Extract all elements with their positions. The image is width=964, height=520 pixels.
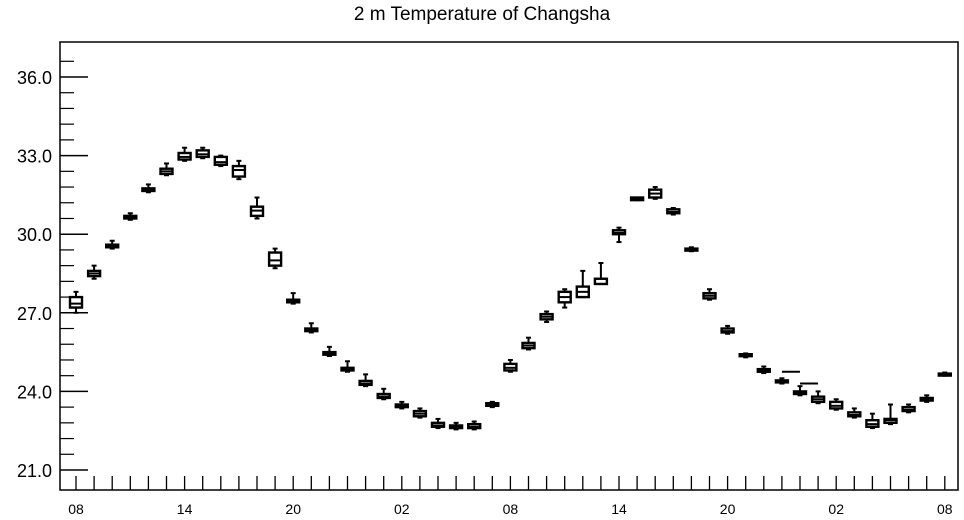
y-tick-label: 36.0	[17, 68, 52, 88]
plot-frame	[59, 41, 959, 491]
x-tick-label: 02	[394, 501, 410, 517]
x-tick-label: 08	[503, 501, 519, 517]
box	[68, 295, 84, 309]
y-tick-label: 33.0	[17, 147, 52, 167]
x-tick-label: 08	[937, 501, 953, 517]
x-tick-label: 14	[611, 501, 627, 517]
x-tick-label: 08	[68, 501, 84, 517]
x-tick-label: 14	[177, 501, 193, 517]
y-tick-label: 21.0	[17, 461, 52, 481]
chart-title: 2 m Temperature of Changsha	[353, 4, 611, 25]
box	[231, 164, 247, 178]
box	[267, 251, 283, 267]
box	[213, 155, 229, 166]
y-tick-label: 24.0	[17, 382, 52, 402]
y-tick-label: 27.0	[17, 304, 52, 324]
x-tick-label: 02	[828, 501, 844, 517]
y-tick-label: 30.0	[17, 225, 52, 245]
x-tick-label: 20	[285, 501, 301, 517]
x-tick-label: 20	[720, 501, 736, 517]
